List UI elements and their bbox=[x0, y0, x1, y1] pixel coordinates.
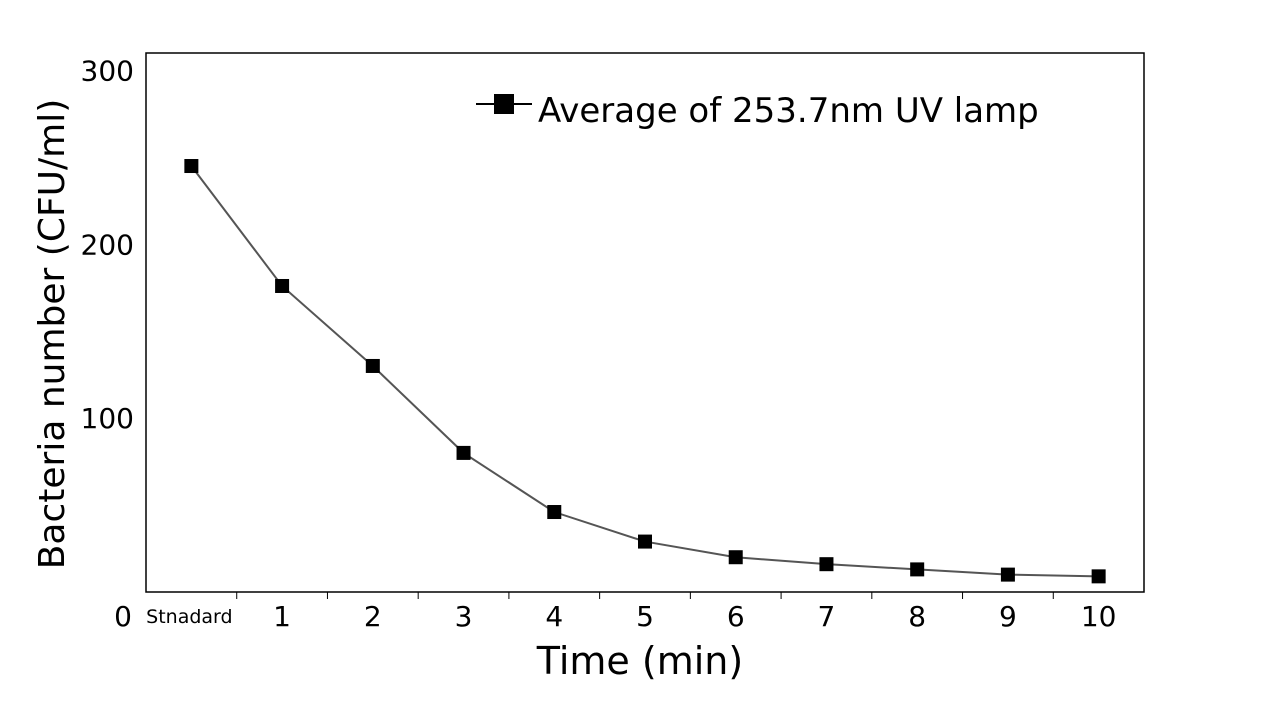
data-point-0-3 bbox=[456, 445, 471, 460]
x-tick-label-6: 6 bbox=[727, 600, 745, 633]
y-tick-label-0: 0 bbox=[114, 600, 132, 633]
legend-marker bbox=[494, 94, 514, 114]
x-axis-ticks: Stnadard 1 2 3 4 5 6 7 8 9 10 bbox=[146, 592, 1116, 633]
x-tick-label-0: Stnadard bbox=[146, 606, 232, 628]
data-point-0-10 bbox=[1091, 569, 1106, 584]
data-point-0-5 bbox=[638, 534, 652, 549]
series-line-0 bbox=[190, 165, 1099, 578]
y-tick-labels: 0 100 200 300 bbox=[81, 54, 134, 633]
y-tick-label-2: 200 bbox=[81, 228, 134, 261]
data-point-0-9 bbox=[1000, 567, 1015, 582]
x-tick-label-5: 5 bbox=[636, 600, 654, 633]
data-point-0-1 bbox=[275, 278, 290, 293]
data-point-0-7 bbox=[819, 557, 834, 572]
x-tick-label-9: 9 bbox=[999, 600, 1017, 633]
x-tick-label-1: 1 bbox=[273, 600, 291, 633]
x-tick-label-10: 10 bbox=[1081, 600, 1117, 633]
y-tick-label-3: 300 bbox=[81, 54, 134, 87]
data-point-0-2 bbox=[365, 358, 380, 373]
x-tick-label-8: 8 bbox=[908, 600, 926, 633]
data-point-0-8 bbox=[910, 562, 925, 577]
y-axis-label: Bacteria number (CFU/ml) bbox=[32, 99, 73, 570]
series-layer bbox=[184, 159, 1106, 584]
y-tick-label-1: 100 bbox=[81, 402, 134, 435]
x-axis-label: Time (min) bbox=[536, 639, 743, 683]
data-point-0-0 bbox=[184, 159, 199, 174]
data-point-0-6 bbox=[728, 550, 743, 565]
legend-label: Average of 253.7nm UV lamp bbox=[538, 91, 1039, 131]
x-tick-label-2: 2 bbox=[364, 600, 382, 633]
x-tick-label-3: 3 bbox=[455, 600, 473, 633]
x-tick-label-7: 7 bbox=[818, 600, 836, 633]
legend: Average of 253.7nm UV lamp bbox=[476, 91, 1039, 131]
plot-frame bbox=[145, 52, 1145, 593]
data-point-0-4 bbox=[547, 505, 562, 520]
x-tick-label-4: 4 bbox=[545, 600, 563, 633]
